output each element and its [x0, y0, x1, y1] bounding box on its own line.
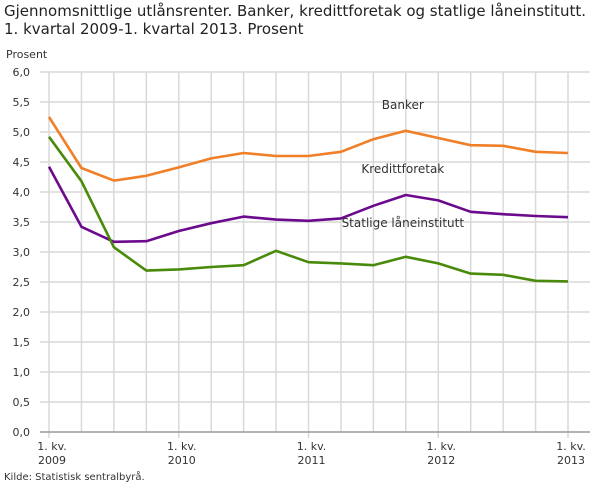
y-tick-label: 4,5 [13, 156, 31, 169]
y-tick-label: 4,0 [13, 186, 31, 199]
y-tick-label: 5,5 [13, 96, 31, 109]
y-tick-label: 1,0 [13, 366, 31, 379]
series-label: Kredittforetak [361, 162, 444, 176]
x-tick-label: 2011 [298, 454, 326, 467]
x-tick-label: 1. kv. [297, 440, 327, 453]
y-tick-label: 6,0 [13, 66, 31, 79]
series-label: Statlige låneinstitutt [342, 216, 465, 230]
y-tick-label: 3,5 [13, 216, 31, 229]
source-note: Kilde: Statistisk sentralbyrå. [4, 472, 145, 483]
title-line-2: 1. kvartal 2009-1. kvartal 2013. Prosent [4, 20, 304, 38]
x-tick-label: 1. kv. [37, 440, 67, 453]
y-tick-label: 2,5 [13, 276, 31, 289]
title-line-1: Gjennomsnittlige utlånsrenter. Banker, k… [4, 2, 586, 20]
x-tick-label: 2013 [557, 454, 585, 467]
y-tick-label: 3,0 [13, 246, 31, 259]
y-tick-label: 5,0 [13, 126, 31, 139]
x-tick-label: 1. kv. [167, 440, 197, 453]
chart-title: Gjennomsnittlige utlånsrenter. Banker, k… [4, 2, 604, 38]
x-tick-label: 1. kv. [556, 440, 586, 453]
y-tick-label: 1,5 [13, 336, 31, 349]
y-tick-label: 2,0 [13, 306, 31, 319]
y-tick-label: 0,0 [13, 426, 31, 439]
series-label: Banker [382, 98, 424, 112]
x-tick-label: 2010 [168, 454, 196, 467]
x-tick-label: 1. kv. [426, 440, 456, 453]
y-tick-label: 0,5 [13, 396, 31, 409]
x-tick-label: 2009 [38, 454, 66, 467]
y-axis-label: Prosent [6, 48, 48, 61]
x-tick-label: 2012 [427, 454, 455, 467]
